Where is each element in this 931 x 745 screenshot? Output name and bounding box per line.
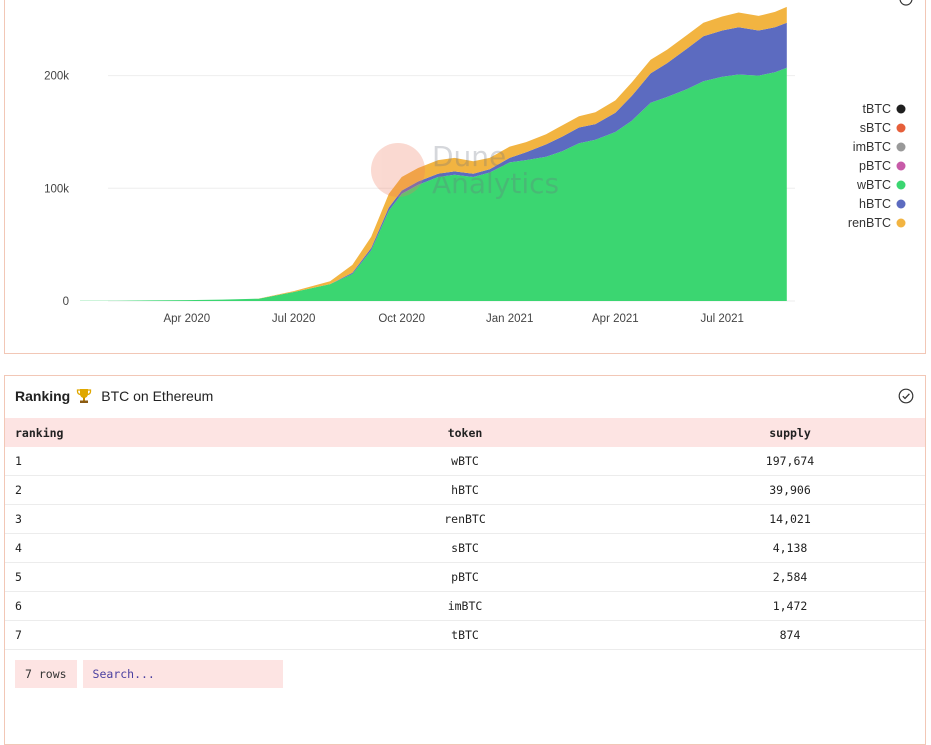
y-tick-label: 0 (63, 296, 69, 308)
legend-dot (896, 180, 906, 190)
cell-ranking: 5 (15, 570, 22, 584)
verified-check-icon[interactable] (898, 388, 914, 404)
column-header-token[interactable]: token (447, 425, 483, 440)
watermark-logo-icon (371, 143, 425, 197)
search-input[interactable] (82, 660, 283, 688)
cell-token: renBTC (444, 512, 486, 526)
cell-supply: 4,138 (772, 541, 808, 555)
cell-ranking: 4 (15, 541, 22, 555)
panel-title-text: BTC on Ethereum (101, 388, 214, 404)
x-tick-label: Apr 2020 (163, 313, 210, 325)
cell-ranking: 2 (15, 483, 22, 497)
cell-supply: 14,021 (769, 512, 811, 526)
x-tick-label: Oct 2020 (378, 313, 425, 325)
cell-token: hBTC (451, 483, 479, 497)
table-row: 1 wBTC 197,674 (5, 447, 925, 476)
panel-title: Ranking BTC on Ethereum (15, 386, 213, 406)
cell-ranking: 7 (15, 628, 22, 642)
cell-supply: 39,906 (769, 483, 811, 497)
legend-dot (896, 142, 906, 152)
legend-label: sBTC (860, 121, 891, 135)
y-tick-label: 100k (44, 183, 69, 195)
table-row: 4 sBTC 4,138 (5, 534, 925, 563)
column-header-supply[interactable]: supply (769, 425, 811, 440)
table-row: 5 pBTC 2,584 (5, 563, 925, 592)
legend-label: renBTC (848, 216, 891, 230)
table-panel: Ranking BTC on Ethereum ranking token su… (4, 375, 926, 745)
table-row: 3 renBTC 14,021 (5, 505, 925, 534)
chart-panel: 0 100k 200k Apr 2020 Jul 2020 Oct 2020 Jan 202… (4, 0, 926, 354)
legend-dot (896, 104, 906, 114)
cell-token: wBTC (451, 454, 479, 468)
cell-token: tBTC (451, 628, 479, 642)
legend-dot (896, 199, 906, 209)
cell-supply: 197,674 (765, 454, 815, 468)
area-hbtc (80, 22, 787, 301)
table-row: 7 tBTC 874 (5, 621, 925, 650)
x-tick-label: Apr 2021 (592, 313, 639, 325)
table-row: 2 hBTC 39,906 (5, 476, 925, 505)
legend-label: imBTC (853, 140, 891, 154)
row-count: 7 rows (15, 660, 77, 688)
y-tick-label: 200k (44, 71, 69, 83)
panel-title-bold: Ranking (15, 388, 71, 404)
options-icon[interactable] (899, 0, 913, 6)
cell-token: imBTC (447, 599, 483, 613)
cell-ranking: 6 (15, 599, 22, 613)
cell-supply: 1,472 (772, 599, 808, 613)
cell-ranking: 1 (15, 454, 22, 468)
watermark-text: Dune (432, 140, 506, 173)
legend-label: wBTC (856, 178, 891, 192)
column-header-ranking[interactable]: ranking (15, 425, 64, 440)
ranking-table: ranking token supply 1 wBTC 197,674 2 hB… (5, 418, 925, 650)
table-header-row: ranking token supply (5, 418, 925, 447)
legend-label: hBTC (859, 197, 891, 211)
x-tick-label: Jan 2021 (486, 313, 533, 325)
legend-dot (896, 161, 906, 171)
legend-label: pBTC (859, 159, 891, 173)
x-tick-label: Jul 2020 (272, 313, 315, 325)
x-tick-label: Jul 2021 (700, 313, 743, 325)
legend-label: tBTC (863, 102, 891, 116)
trophy-icon (76, 388, 92, 404)
legend-dot (896, 123, 906, 133)
cell-supply: 874 (779, 628, 801, 642)
cell-supply: 2,584 (772, 570, 808, 584)
table-row: 6 imBTC 1,472 (5, 592, 925, 621)
cell-ranking: 3 (15, 512, 22, 526)
area-chart: 0 100k 200k Apr 2020 Jul 2020 Oct 2020 Jan 202… (44, 6, 906, 325)
watermark-text: Analytics (432, 167, 559, 200)
cell-token: pBTC (451, 570, 479, 584)
cell-token: sBTC (451, 541, 479, 555)
legend-dot (896, 218, 906, 228)
table-footer: 7 rows (15, 660, 283, 688)
area-wbtc (80, 67, 787, 301)
